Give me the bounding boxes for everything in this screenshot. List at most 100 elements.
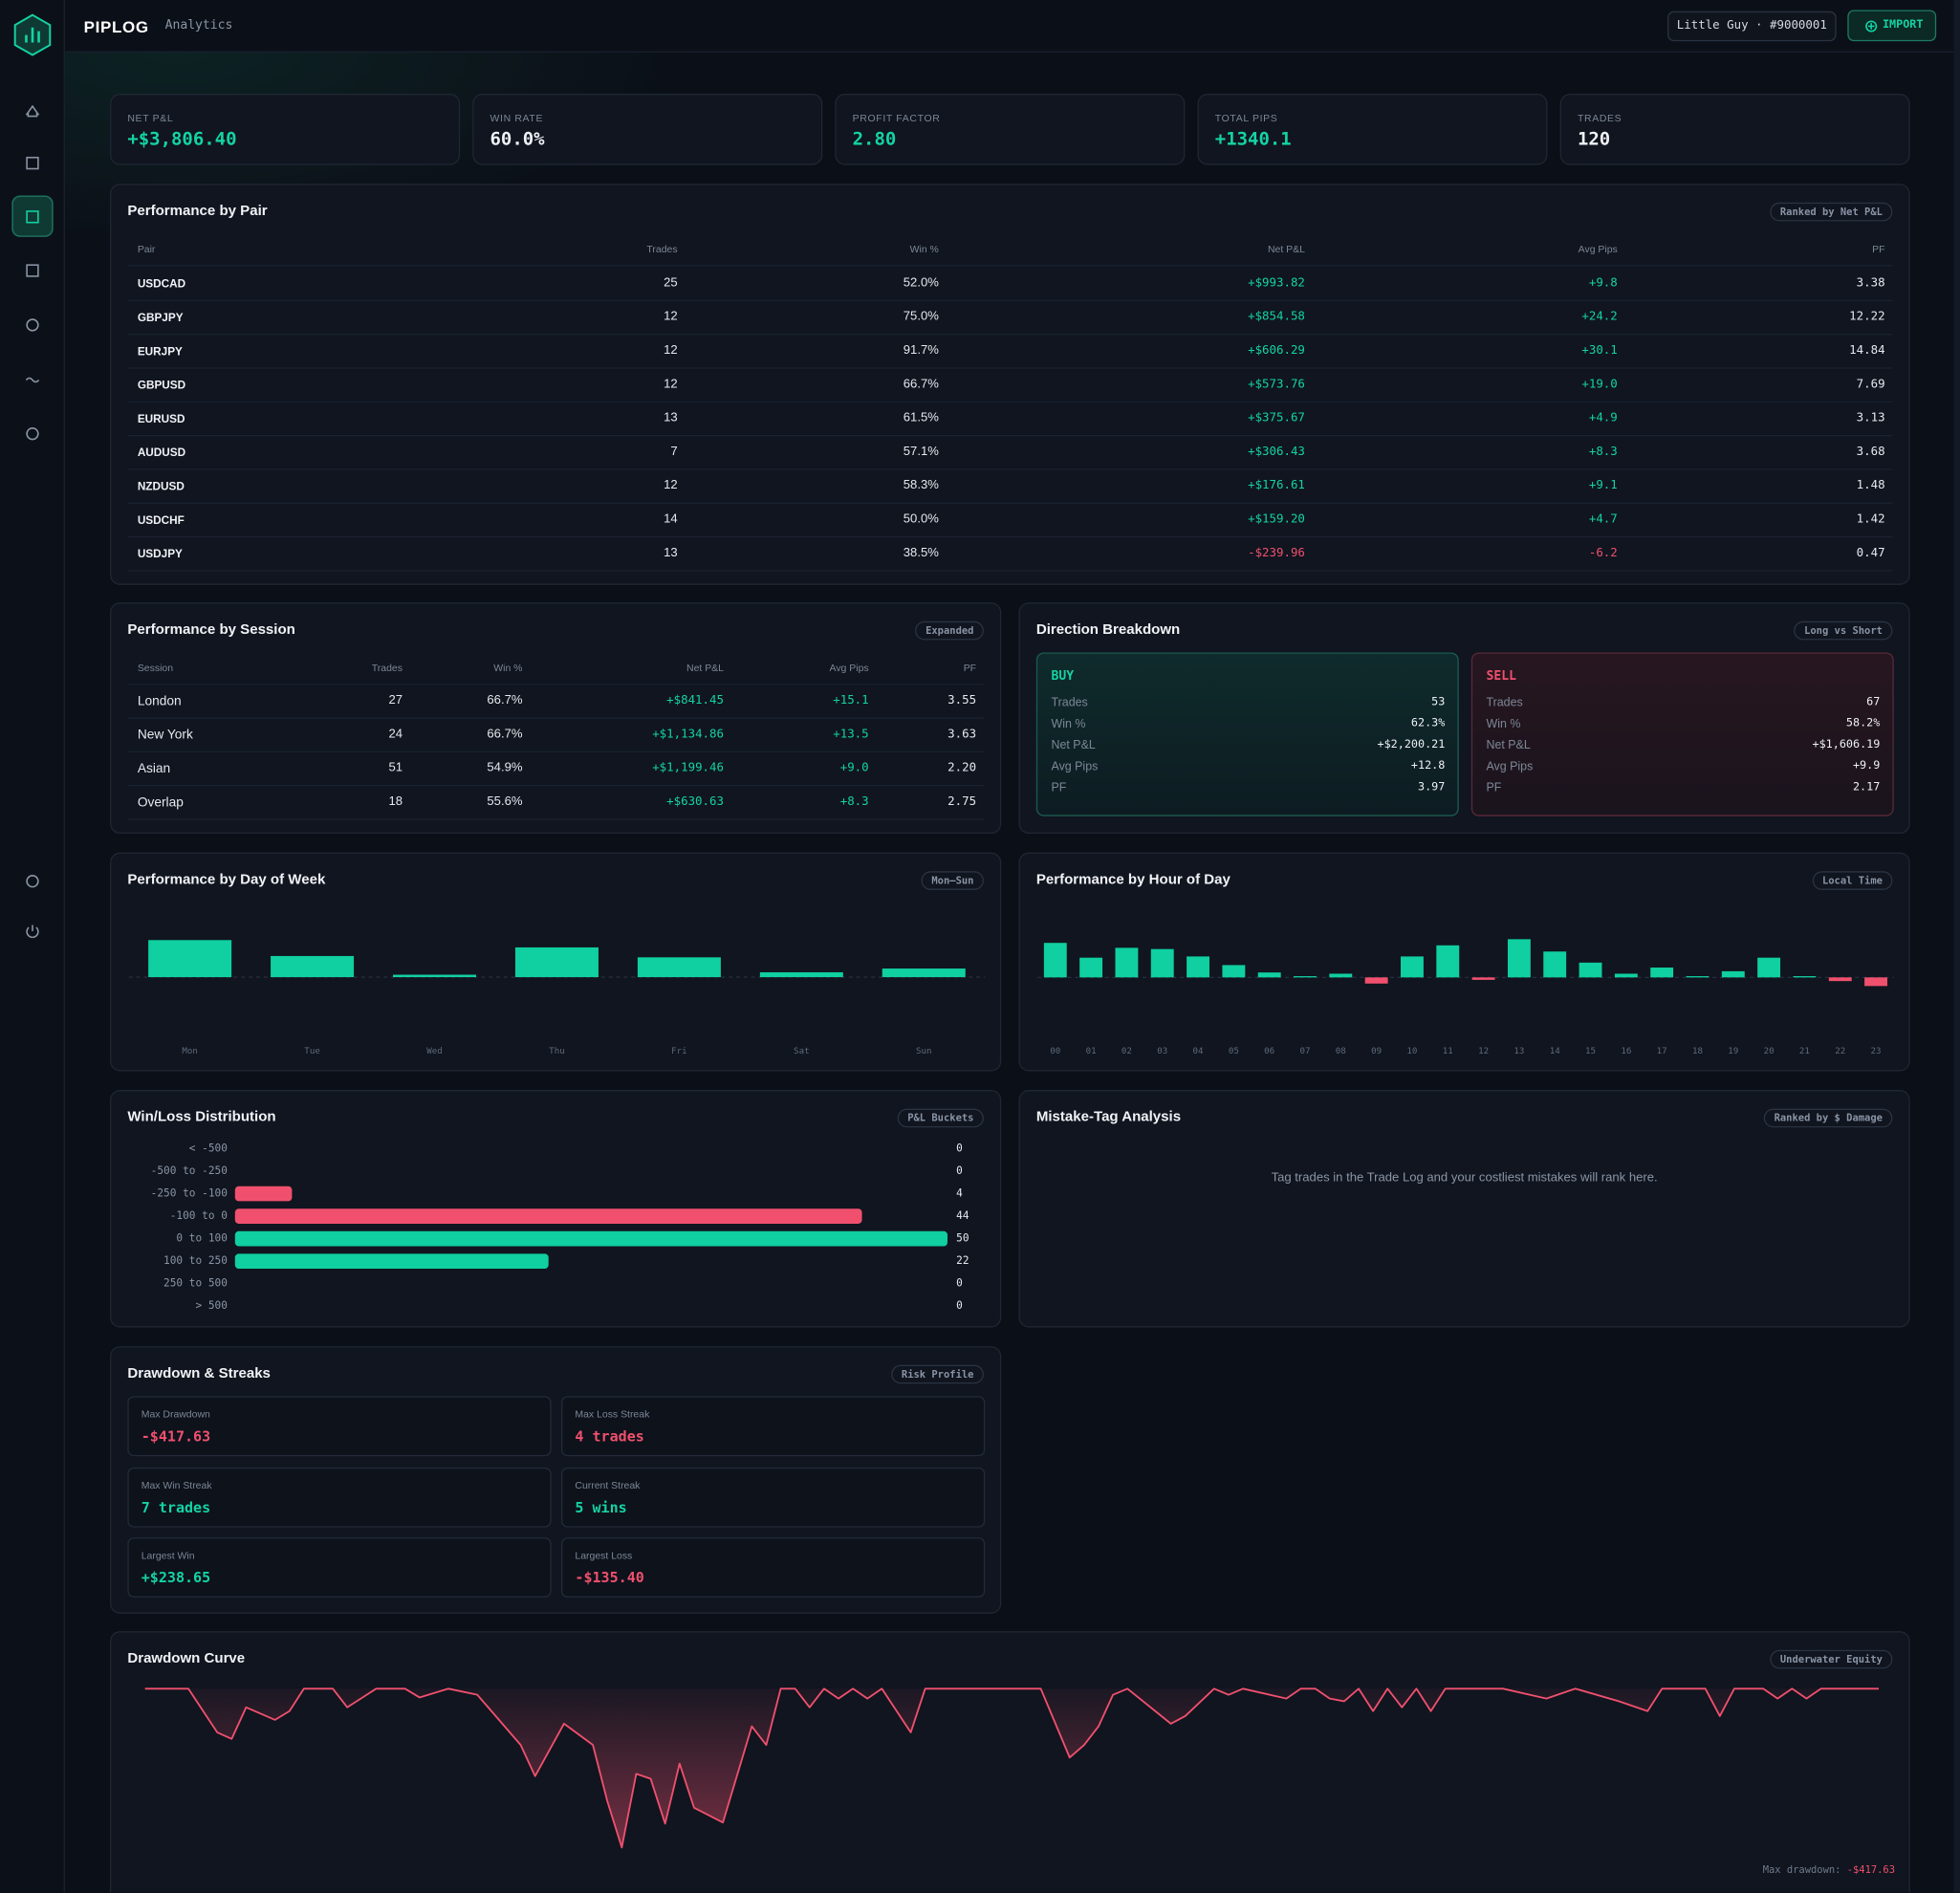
bar [1579, 962, 1602, 978]
bar [234, 1186, 293, 1202]
table-cell: 61.5% [903, 411, 939, 425]
table-cell: 13 [664, 546, 678, 560]
panel-title: Performance by Day of Week [127, 872, 326, 888]
x-tick-label: 08 [1336, 1047, 1346, 1056]
panel-title: Performance by Session [127, 622, 295, 638]
bar [882, 968, 966, 978]
panel-badge: Risk Profile [891, 1364, 984, 1384]
row-label: New York [137, 727, 193, 743]
stat-value: 7 trades [141, 1497, 211, 1516]
table-cell: 25 [664, 275, 678, 291]
home-icon[interactable] [25, 104, 40, 118]
clock-icon[interactable] [26, 318, 39, 332]
bar [271, 955, 355, 978]
settings-icon[interactable] [26, 875, 39, 888]
y-tick-label: -100 to 0 [170, 1209, 228, 1222]
bar [1793, 976, 1817, 978]
header-separator [127, 684, 984, 685]
stat-value: -$135.40 [575, 1568, 644, 1587]
x-tick-label: 20 [1764, 1047, 1775, 1056]
x-tick-label: Fri [671, 1047, 687, 1056]
x-tick-label: 02 [1122, 1047, 1132, 1056]
x-tick-label: Sun [916, 1047, 932, 1056]
kpi-card: PROFIT FACTOR 2.80 [835, 94, 1186, 165]
value-label: 44 [956, 1209, 969, 1222]
table-cell: +$159.20 [1248, 512, 1305, 527]
panel-badge: Local Time [1812, 871, 1893, 890]
row-label: NZDUSD [137, 480, 185, 493]
calendar-icon[interactable] [26, 264, 39, 277]
import-button[interactable]: IMPORT [1847, 10, 1937, 42]
table-cell: +13.5 [833, 727, 869, 742]
panel-badge: Ranked by $ Damage [1764, 1108, 1893, 1128]
stat-value: +9.9 [1852, 759, 1881, 772]
stat-value: 2.17 [1852, 781, 1881, 794]
panel-title: Performance by Pair [127, 204, 268, 219]
row-label: USDCAD [137, 277, 186, 291]
drawdown-area [144, 1688, 1880, 1848]
stat-value: 62.3% [1410, 717, 1446, 730]
session-panel: Performance by Session Expanded Session Tra… [110, 602, 1002, 835]
target-icon[interactable] [26, 427, 39, 441]
x-tick-label: 22 [1835, 1047, 1845, 1056]
annotation-value: -$417.63 [1847, 1864, 1895, 1876]
table-cell: 12 [664, 478, 678, 493]
row-label: USDCHF [137, 513, 185, 527]
column-header: PF [963, 662, 977, 674]
x-tick-label: 23 [1871, 1047, 1882, 1056]
x-tick-label: Tue [304, 1047, 320, 1056]
panel-title: Win/Loss Distribution [127, 1109, 276, 1125]
bar [1721, 970, 1745, 978]
table-cell: 2.20 [947, 761, 977, 775]
user-badge[interactable]: Little Guy · #9000001 [1667, 11, 1837, 42]
x-tick-label: 15 [1585, 1047, 1596, 1056]
x-tick-label: 01 [1086, 1047, 1097, 1056]
panel-badge: Underwater Equity [1770, 1649, 1893, 1669]
panel-badge: Expanded [915, 620, 984, 641]
table-cell: +9.1 [1588, 478, 1618, 493]
row-separator [127, 535, 1893, 538]
table-cell: -$239.96 [1248, 546, 1305, 560]
log-icon[interactable] [26, 156, 39, 170]
table-cell: +9.8 [1588, 275, 1618, 291]
table-cell: +$375.67 [1248, 411, 1305, 425]
analytics-icon[interactable] [26, 210, 39, 224]
table-cell: 91.7% [903, 343, 939, 358]
table-cell: 3.55 [947, 693, 977, 707]
table-cell: 54.9% [487, 761, 523, 775]
column-header: Net P&L [1267, 243, 1305, 255]
table-cell: +4.7 [1588, 512, 1618, 527]
bar [1294, 976, 1317, 978]
value-label: 0 [956, 1164, 963, 1177]
kpi-value: 60.0% [490, 129, 545, 150]
kpi-value: +1340.1 [1214, 129, 1292, 150]
panel-title: Drawdown & Streaks [127, 1365, 271, 1382]
value-label: 0 [956, 1299, 963, 1312]
table-cell: 0.47 [1856, 546, 1885, 560]
annotation: Max drawdown: -$417.63 [1763, 1864, 1895, 1876]
trend-icon[interactable] [25, 377, 40, 383]
row-label: GBPJPY [137, 311, 184, 324]
value-label: 0 [956, 1277, 963, 1290]
table-cell: +$573.76 [1248, 377, 1305, 392]
stat-label: Net P&L [1486, 738, 1531, 753]
stat-value: 58.2% [1845, 717, 1881, 730]
value-label: 4 [956, 1187, 963, 1200]
chart-panel: Drawdown Curve Underwater Equity Max drawd… [110, 1631, 1910, 1893]
table-cell: +$176.61 [1248, 478, 1305, 493]
stat-value: 67 [1866, 696, 1881, 709]
row-separator [127, 570, 1893, 572]
row-separator [127, 367, 1893, 369]
stat-label: Max Win Streak [141, 1479, 212, 1491]
chart: Mon Tue Wed Thu Fri Sat Sun [128, 940, 986, 1056]
logout-icon[interactable] [26, 925, 39, 939]
panel-title: Mistake-Tag Analysis [1035, 1109, 1182, 1125]
y-tick-label: 0 to 100 [176, 1232, 228, 1245]
table-cell: 14 [664, 512, 678, 527]
table-cell: +$306.43 [1248, 445, 1305, 459]
stat-value: -$417.63 [141, 1427, 211, 1446]
stat-card: Largest Loss -$135.40 [561, 1537, 986, 1598]
section-name: Analytics [164, 18, 233, 33]
active-nav[interactable] [11, 195, 54, 237]
table-cell: 3.13 [1856, 411, 1885, 425]
